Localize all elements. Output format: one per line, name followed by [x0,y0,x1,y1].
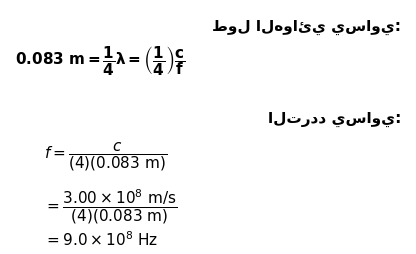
Text: $f = \dfrac{c}{(4)(0.083 \ \mathrm{m})}$: $f = \dfrac{c}{(4)(0.083 \ \mathrm{m})}$ [44,140,167,172]
Text: $\mathbf{0.083 \ m = \dfrac{1}{4}\lambda = \left(\dfrac{1}{4}\right)\dfrac{c}{f}: $\mathbf{0.083 \ m = \dfrac{1}{4}\lambda… [15,44,186,77]
Text: $= \dfrac{3.00 \times 10^{8} \ \mathrm{m/s}}{(4)(0.083 \ \mathrm{m})}$: $= \dfrac{3.00 \times 10^{8} \ \mathrm{m… [44,186,177,225]
Text: طول الهوائي يساوي:: طول الهوائي يساوي: [212,20,401,35]
Text: $= 9.0 \times 10^{8} \ \mathrm{Hz}$: $= 9.0 \times 10^{8} \ \mathrm{Hz}$ [44,230,158,248]
Text: التردد يساوي:: التردد يساوي: [267,112,401,126]
